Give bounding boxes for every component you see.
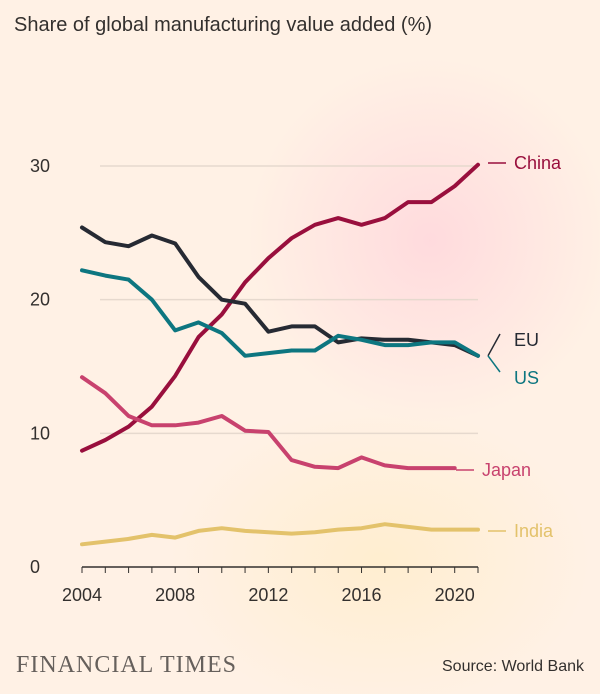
series-line-japan	[80, 375, 457, 471]
series-line-us	[80, 268, 480, 358]
series-line-china	[80, 162, 480, 453]
series-line-india	[80, 522, 480, 547]
y-tick-label-30: 30	[30, 156, 50, 176]
source-note: Source: World Bank	[442, 658, 584, 675]
x-tick-label-2020: 2020	[435, 585, 475, 605]
y-tick-label-10: 10	[30, 423, 50, 443]
leader-line-us	[487, 355, 501, 373]
series-label-india: India	[514, 521, 554, 541]
chart-title: Share of global manufacturing value adde…	[14, 14, 433, 36]
x-tick-label-2016: 2016	[342, 585, 382, 605]
ft-logo: FINANCIAL TIMES	[16, 652, 238, 678]
y-tick-label-0: 0	[30, 557, 40, 577]
series-label-us: US	[514, 368, 539, 388]
leader-line-eu	[487, 333, 501, 357]
series-line-eu	[80, 225, 480, 358]
x-tick-label-2012: 2012	[248, 585, 288, 605]
x-tick-label-2004: 2004	[62, 585, 102, 605]
series-label-japan: Japan	[482, 460, 531, 480]
series-label-eu: EU	[514, 330, 539, 350]
series-label-china: China	[514, 153, 562, 173]
y-tick-label-20: 20	[30, 290, 50, 310]
x-tick-label-2008: 2008	[155, 585, 195, 605]
